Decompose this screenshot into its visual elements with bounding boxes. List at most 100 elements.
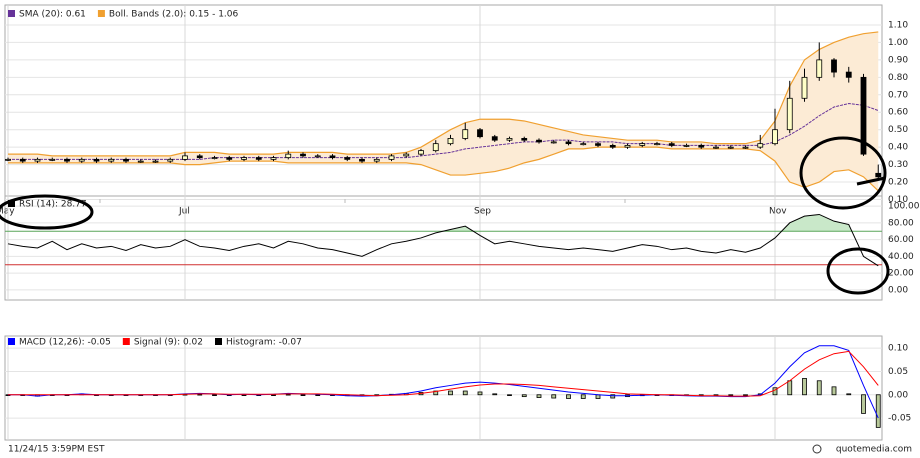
histogram-bar: [300, 394, 306, 396]
histogram-bar: [728, 394, 734, 396]
candle-body: [624, 145, 631, 148]
candle-body: [241, 157, 247, 160]
candle-body: [772, 129, 778, 145]
histogram-bar: [846, 393, 852, 396]
candle-body: [49, 158, 56, 161]
series-line: [8, 350, 879, 397]
copyright-icon: [812, 444, 822, 454]
histogram-bar: [580, 394, 586, 399]
y-tick-label: 20.00: [888, 269, 914, 279]
y-tick-label: 0.90: [888, 55, 908, 65]
y-tick-label: 0.80: [888, 73, 908, 83]
y-tick-label: 1.10: [888, 20, 908, 30]
candle-body: [447, 138, 454, 145]
candle-body: [477, 129, 483, 138]
month-ticks: [99, 199, 626, 203]
legend-swatch: [8, 338, 15, 345]
candle-body: [34, 158, 41, 162]
histogram-bar: [477, 391, 483, 396]
sma-line: [8, 103, 879, 160]
y-tick-label: 40.00: [888, 252, 914, 262]
candle-body: [801, 76, 808, 99]
y-tick-label: 0.40: [888, 143, 908, 153]
histogram-bar: [212, 394, 217, 396]
candle-body: [5, 158, 11, 161]
histogram-bar: [315, 394, 321, 396]
y-tick-label: 0.60: [888, 108, 908, 118]
x-tick-label: Sep: [474, 207, 491, 217]
y-tick-label: 0.10: [888, 344, 908, 354]
y-tick-label: 0.10: [888, 195, 908, 205]
candle-body: [167, 158, 174, 162]
candle-body: [875, 172, 882, 178]
histogram-bar: [802, 378, 807, 396]
candle-body: [683, 145, 690, 147]
legend-swatch: [8, 10, 15, 17]
candle-body: [329, 155, 336, 159]
y-tick-label: 0.00: [888, 285, 908, 295]
candle-body: [536, 139, 542, 143]
candle-body: [727, 146, 734, 149]
histogram-bar: [831, 386, 837, 396]
histogram-bar: [787, 380, 793, 396]
histogram-bar: [448, 390, 453, 396]
candle-body: [668, 143, 675, 146]
candle-body: [860, 76, 867, 155]
legend-swatch: [97, 10, 105, 17]
y-tick-label: -0.05: [888, 414, 911, 424]
candle-body: [786, 97, 793, 131]
y-tick-label: 0.00: [888, 390, 908, 400]
candle-body: [359, 158, 365, 162]
y-tick-label: 0.50: [888, 125, 908, 135]
histogram-bar: [566, 394, 571, 399]
candle-body: [609, 145, 616, 148]
candle-body: [580, 143, 587, 146]
macd-panel: [4, 335, 883, 441]
candle-body: [418, 150, 424, 155]
legend-swatch: [215, 338, 222, 345]
timestamp: 11/24/15 3:59PM EST: [8, 445, 105, 455]
candle-body: [757, 143, 764, 148]
upper-band: [8, 31, 879, 157]
legend-swatch: [122, 338, 130, 345]
y-tick-label: 1.00: [888, 38, 908, 48]
candle-body: [639, 143, 646, 146]
y-tick-label: 0.70: [888, 90, 908, 100]
price-panel: [4, 4, 883, 204]
plot-layer: 0.10 0.20 0.30 0.40 0.50 0.60 0.70 0.80 0.90 1.00…: [0, 5, 920, 440]
histogram-bar: [551, 394, 557, 399]
histogram-bar: [816, 380, 822, 396]
candle-body: [845, 71, 852, 78]
candle-body: [373, 158, 380, 162]
source[interactable]: quotemedia.com: [836, 445, 912, 455]
x-tick-label: Jul: [178, 207, 190, 217]
candle-body: [226, 157, 233, 160]
candle-body: [285, 153, 292, 159]
candle-body: [550, 141, 557, 144]
candle-body: [388, 155, 395, 160]
candle-body: [344, 157, 351, 160]
histogram-bar: [241, 394, 247, 396]
candle-body: [123, 158, 129, 162]
histogram-bar: [462, 390, 468, 396]
candle-body: [196, 155, 203, 159]
histogram-bar: [197, 393, 203, 396]
candle-body: [595, 143, 601, 146]
candle-body: [64, 158, 70, 162]
candle-body: [654, 143, 660, 146]
candle-body: [742, 146, 749, 149]
histogram-bar: [536, 394, 542, 398]
y-tick-label: 80.00: [888, 218, 914, 228]
histogram-bar: [271, 394, 276, 396]
candle-body: [314, 155, 321, 158]
candle-body: [565, 141, 572, 145]
legend-label: RSI (14): 28.77: [19, 200, 87, 210]
histogram-bar: [861, 394, 866, 414]
candle-body: [831, 59, 837, 73]
lower-band: [8, 146, 879, 192]
candle-body: [506, 138, 513, 141]
histogram-bar: [285, 393, 291, 396]
candle-body: [182, 155, 188, 160]
